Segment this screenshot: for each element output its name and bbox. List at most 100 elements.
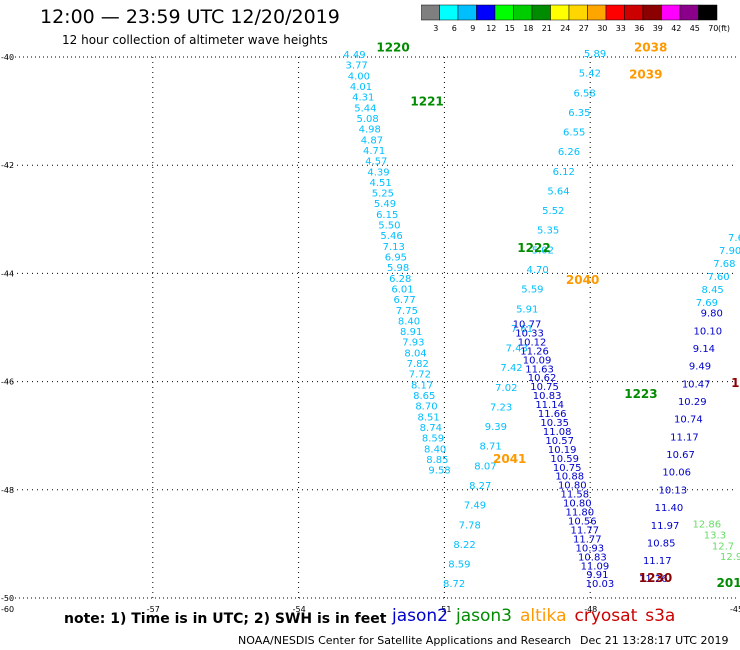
wave-height-value: 10.80 [563,499,592,510]
wave-height-value: 5.42 [579,69,601,80]
wave-height-value: 5.49 [374,199,396,210]
wave-height-value: 6.28 [389,274,411,285]
wave-height-value: 7.49 [464,501,486,512]
color-tick-label: 21 [542,24,552,33]
pass-time-label: 2040 [566,273,599,287]
wave-height-value: 5.89 [584,49,606,60]
wave-height-value: 5.52 [542,206,564,217]
wave-height-value: 8.40 [398,316,420,327]
wave-height-value: 5.98 [387,263,409,274]
wave-height-value: 10.75 [553,463,582,474]
pass-time-label: 2041 [493,452,526,466]
longitude-label: -54 [293,605,306,614]
wave-height-value: 5.44 [354,103,376,114]
color-tick-label: 33 [616,24,626,33]
wave-height-value: 7.90 [719,246,740,257]
latitude-label: -40 [1,53,14,62]
wave-height-value: 6.15 [376,210,398,221]
wave-height-value: 11.80 [565,508,594,519]
color-unit-label: (ft) [718,24,730,33]
color-tick-label: 70 [708,24,718,33]
wave-height-value: 11.97 [651,521,680,532]
wave-height-value: 8.74 [420,423,442,434]
color-tick-label: 18 [523,24,533,33]
wave-height-value: 6.55 [563,128,585,139]
color-tick-label: 12 [486,24,496,33]
wave-height-value: 11.63 [525,364,554,375]
wave-height-value: 6.35 [568,108,590,119]
wave-height-value: 9.14 [693,344,715,355]
wave-height-value: 10.33 [515,328,544,339]
wave-height-value: 7.69 [696,298,718,309]
pass-time-label: 2039 [629,68,662,82]
legend-item-s3a: s3a [645,606,676,626]
wave-height-value: 7.13 [383,242,405,253]
wave-height-value: 3.77 [346,61,368,72]
wave-height-value: 4.00 [348,71,370,82]
color-tick-label: 39 [653,24,663,33]
wave-height-value: 7.23 [490,402,512,413]
satellite-legend: jason2 jason3 altika cryosat s3a [392,606,683,626]
wave-height-value: 11.08 [543,427,572,438]
wave-height-value: 4.49 [343,50,365,61]
wave-height-value: 11.66 [538,409,567,420]
legend-item-jason3: jason3 [456,606,512,626]
wave-height-value: 10.67 [666,450,695,461]
wave-height-value: 10.03 [586,579,615,590]
wave-height-value: 4.71 [363,146,385,157]
wave-height-value: 7.02 [495,383,517,394]
wave-height-value: 10.80 [558,481,587,492]
wave-height-value: 5.64 [547,186,569,197]
latitude-label: -46 [1,378,14,387]
wave-height-value: 7.6 [728,233,740,244]
wave-height-value: 10.09 [523,355,552,366]
color-swatch [698,4,718,21]
wave-height-value: 9.49 [689,362,711,373]
wave-height-value: 9.39 [485,422,507,433]
color-tick-label: 30 [597,24,607,33]
wave-height-value: 8.72 [443,579,465,590]
legend-item-altika: altika [520,606,567,626]
wave-height-value: 5.35 [537,226,559,237]
wave-height-value: 6.77 [394,295,416,306]
wave-height-value: 8.27 [469,481,491,492]
wave-height-value: 11.17 [670,432,699,443]
latitude-label: -48 [1,486,14,495]
wave-height-value: 11.58 [560,490,589,501]
wave-height-value: 12.9 [720,552,740,563]
wave-height-value: 11.77 [571,525,600,536]
wave-height-value: 8.59 [422,434,444,445]
longitude-label: -45 [730,605,740,614]
wave-height-value: 5.50 [378,221,400,232]
wave-height-value: 10.56 [568,516,597,527]
wave-height-value: 8.40 [424,444,446,455]
footer-timestamp: Dec 21 13:28:17 UTC 2019 [580,634,729,647]
footer-credit: NOAA/NESDIS Center for Satellite Applica… [238,634,572,647]
wave-height-value: 6.26 [558,147,580,158]
wave-height-value: 4.31 [352,93,374,104]
wave-height-value: 10.83 [533,391,562,402]
wave-height-value: 13.3 [704,530,726,541]
wave-height-value: 10.93 [576,543,605,554]
wave-height-value: 8.22 [453,540,475,551]
wave-height-value: 7.78 [459,520,481,531]
wave-height-value: 7.61 [511,324,533,335]
wave-height-value: 10.83 [578,552,607,563]
wave-height-value: 10.57 [545,436,574,447]
legend-item-cryosat: cryosat [574,606,638,626]
pass-time-label: 1221 [410,95,443,109]
color-scale-legend: 3 6 9 12 15 18 21 24 27 30 33 36 39 42 45 70 (ft) [421,4,730,33]
latitude-label: -44 [1,269,14,278]
wave-height-value: 6.95 [385,252,407,263]
color-tick-label: 9 [470,24,475,33]
color-tick-label: 27 [579,24,589,33]
wave-height-value: 7.82 [407,359,429,370]
wave-height-value: 10.88 [555,472,584,483]
pass-time-label: 1230 [639,571,672,585]
longitude-label: -57 [147,605,160,614]
wave-height-value: 7.43 [506,344,528,355]
wave-height-value: 10.13 [658,485,687,496]
wave-height-value: 6.12 [553,167,575,178]
wave-height-value: 4.98 [359,125,381,136]
wave-height-value: 8.07 [474,461,496,472]
